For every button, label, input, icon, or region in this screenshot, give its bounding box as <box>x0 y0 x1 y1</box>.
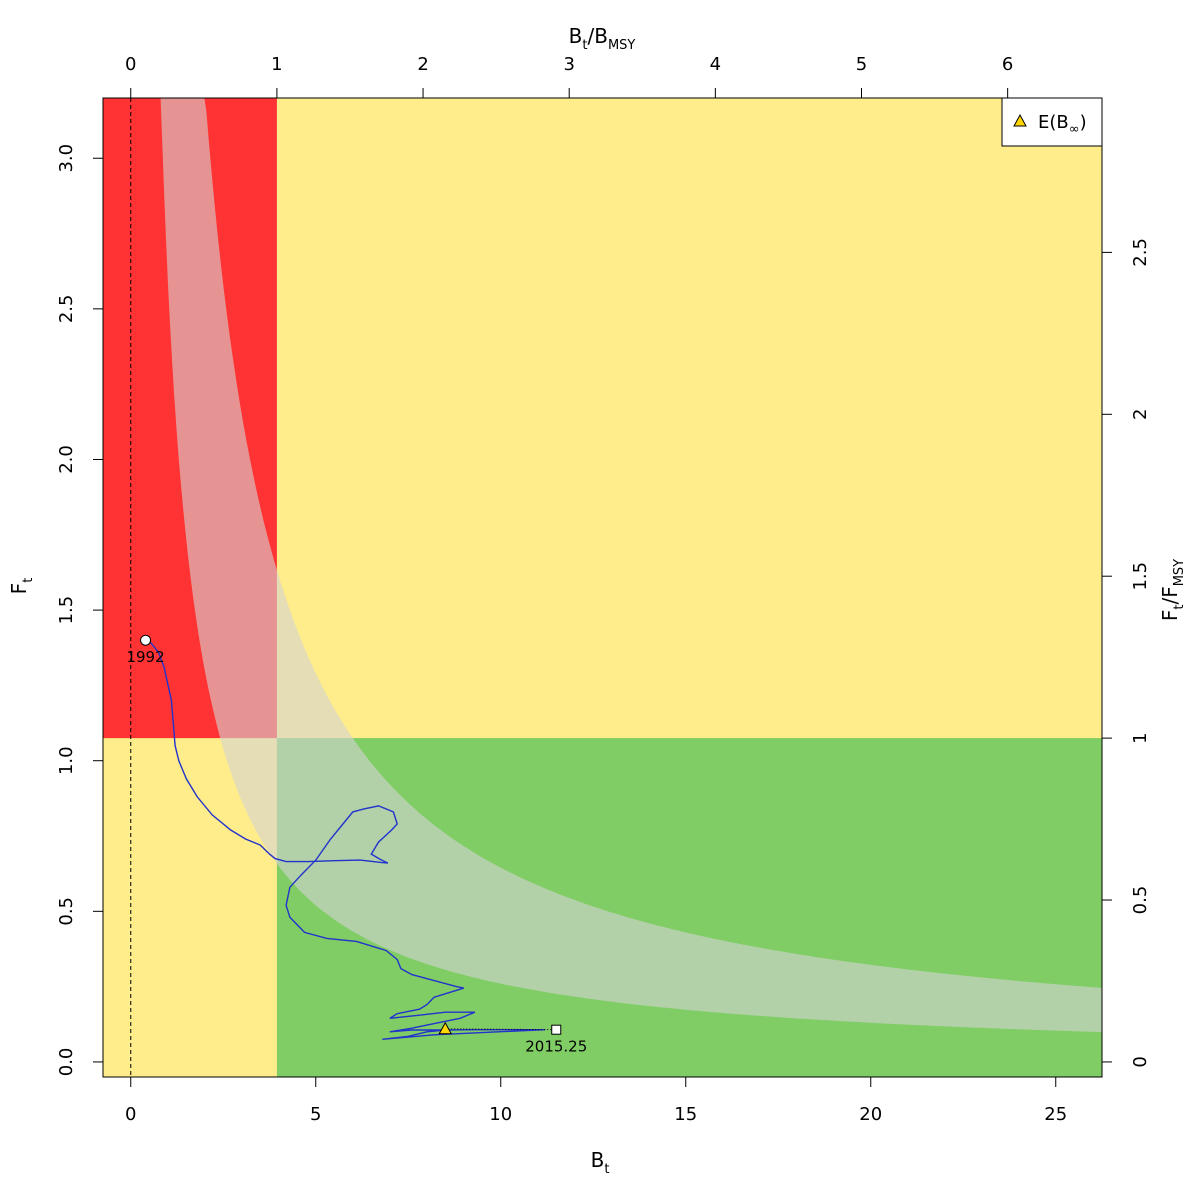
y-tick-label: 0.0 <box>56 1048 77 1077</box>
top-tick-label: 4 <box>710 54 721 75</box>
top-tick-label: 6 <box>1002 54 1013 75</box>
plot-area <box>103 98 1102 1077</box>
x-tick-label: 10 <box>489 1104 512 1125</box>
x-tick-label: 0 <box>125 1104 136 1125</box>
y-axis-right: 0 0.5 1 1.5 2 2.5 <box>1101 238 1151 1068</box>
y-tick-label: 1.5 <box>56 596 77 625</box>
y-tick-label: 2.5 <box>56 295 77 324</box>
top-tick-label: 5 <box>856 54 867 75</box>
expected-biomass-triangle <box>438 1021 453 1035</box>
y-tick-label: 2.0 <box>56 445 77 474</box>
right-tick-label: 0.5 <box>1130 886 1151 915</box>
x-axis-top: 0 1 2 3 4 5 6 <box>125 54 1013 99</box>
legend: E(B∞) <box>1001 97 1103 147</box>
top-axis-title: Bt/BMSY <box>569 24 636 53</box>
x-tick-label: 20 <box>859 1104 882 1125</box>
y-tick-label: 3.0 <box>56 144 77 173</box>
y-tick-label: 1.0 <box>56 746 77 775</box>
right-tick-label: 0 <box>1130 1056 1151 1067</box>
end-point-marker <box>551 1024 562 1035</box>
right-tick-label: 1.5 <box>1130 562 1151 591</box>
start-point-marker <box>140 634 152 646</box>
top-tick-label: 1 <box>271 54 282 75</box>
right-tick-label: 1 <box>1130 732 1151 743</box>
end-year-label: 2015.25 <box>525 1038 587 1056</box>
right-tick-label: 2.5 <box>1130 238 1151 267</box>
y-axis-title: Ft <box>7 578 36 595</box>
x-tick-label: 15 <box>674 1104 697 1125</box>
x-tick-label: 25 <box>1044 1104 1067 1125</box>
x-axis-bottom: 0 5 10 15 20 25 <box>125 1076 1067 1125</box>
msy-band <box>160 98 1102 1033</box>
x-tick-label: 5 <box>310 1104 321 1125</box>
top-tick-label: 0 <box>125 54 136 75</box>
y-tick-label: 0.5 <box>56 897 77 926</box>
x-axis-title: Bt <box>591 1148 610 1177</box>
legend-triangle-icon <box>1013 113 1027 127</box>
y-axis-left: 0.0 0.5 1.0 1.5 2.0 2.5 3.0 <box>56 144 104 1077</box>
trajectory-line <box>145 639 546 1040</box>
right-tick-label: 2 <box>1130 409 1151 420</box>
top-tick-label: 2 <box>417 54 428 75</box>
top-tick-label: 3 <box>563 54 574 75</box>
projection-dotted-line <box>445 1028 557 1031</box>
start-year-label: 1992 <box>126 648 164 666</box>
right-axis-title: Ft/FMSY <box>1158 559 1187 621</box>
legend-label: E(B∞) <box>1038 112 1087 137</box>
